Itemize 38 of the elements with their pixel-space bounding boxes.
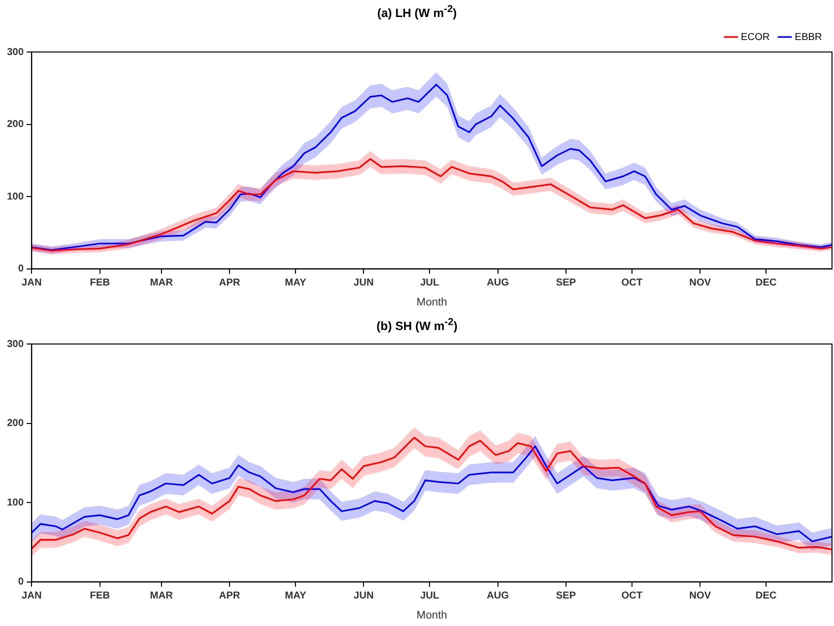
x-tick-label: MAR (150, 590, 174, 602)
x-tick-label: AUG (486, 278, 510, 289)
y-tick-label: 100 (6, 191, 24, 202)
x-tick-label: APR (219, 590, 241, 602)
x-tick-label: JAN (22, 278, 42, 289)
chart-title: (b) SH (W m$^{-2}$) (376, 317, 458, 333)
x-tick-label: OCT (621, 278, 642, 289)
y-tick-label: 200 (6, 119, 24, 130)
x-tick-label: NOV (689, 590, 712, 602)
chart-title: (a) LH (W m$^{-2}$) (376, 4, 458, 20)
x-tick-label: SEP (556, 590, 576, 602)
x-tick-label: JUL (420, 278, 440, 289)
x-tick-label: DEC (755, 278, 777, 289)
y-tick-label: 300 (6, 338, 24, 350)
x-tick-label: JUN (354, 278, 374, 289)
x-tick-label: OCT (621, 590, 642, 602)
x-tick-label: JUL (420, 590, 440, 602)
y-tick-label: 0 (18, 576, 24, 588)
y-tick-label: 200 (6, 418, 24, 430)
y-tick-label: 0 (18, 264, 24, 275)
x-tick-label: MAR (150, 278, 174, 289)
x-tick-label: JAN (22, 590, 42, 602)
y-tick-label: 100 (6, 497, 24, 508)
x-tick-label: APR (219, 278, 241, 289)
x-tick-label: FEB (90, 278, 110, 289)
x-tick-label: SEP (556, 278, 576, 289)
x-tick-label: FEB (90, 590, 110, 602)
x-tick-label: JUN (354, 590, 374, 602)
x-axis-title: Month (416, 296, 448, 308)
y-tick-label: 300 (6, 46, 24, 58)
legend-label: ECOR (740, 32, 770, 43)
x-tick-label: MAY (284, 590, 306, 602)
x-tick-label: NOV (689, 278, 712, 289)
legend-label: EBBR (794, 32, 822, 43)
x-tick-label: DEC (755, 590, 777, 602)
x-tick-label: MAY (284, 278, 306, 289)
x-axis-title: Month (416, 609, 448, 622)
x-tick-label: AUG (486, 590, 510, 602)
